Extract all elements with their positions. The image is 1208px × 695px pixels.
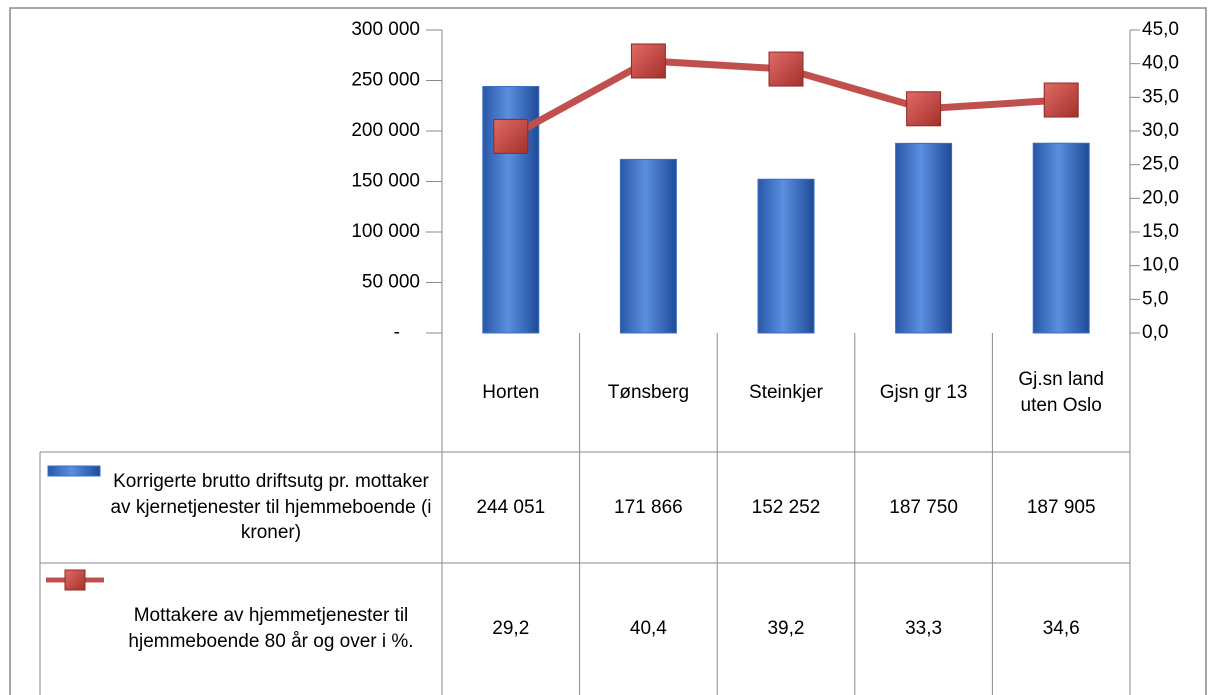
data-table-value: 33,3 (905, 618, 943, 640)
y2-tick-label: 15,0 (1142, 221, 1179, 242)
marker (906, 91, 942, 127)
marker (630, 43, 666, 79)
y2-tick-label: 0,0 (1142, 322, 1168, 343)
bar (1032, 142, 1090, 334)
legend-key (47, 465, 101, 477)
y2-tick-label: 35,0 (1142, 86, 1179, 107)
y2-tick-label: 25,0 (1142, 154, 1179, 175)
data-table-value: 34,6 (1042, 618, 1080, 640)
frame (9, 7, 1207, 695)
data-table-value: 29,2 (492, 618, 530, 640)
data-table-value: 187 750 (889, 496, 958, 518)
y-tick-label: 250 000 (351, 70, 420, 91)
legend-label: Mottakere av hjemmetjenester til hjemmeb… (128, 605, 414, 652)
x-tick-label: Steinkjer (749, 381, 823, 403)
legend-key (64, 569, 86, 591)
data-table-value: 187 905 (1026, 496, 1096, 518)
x-tick-label: Gj.sn land uten Oslo (1018, 368, 1104, 416)
y2-tick-label: 40,0 (1142, 53, 1179, 74)
marker (493, 118, 529, 154)
marker (768, 51, 804, 87)
y-tick-label: - (394, 322, 400, 343)
bar (895, 142, 953, 334)
x-tick-label: Tønsberg (607, 381, 690, 403)
data-table-value: 244 051 (476, 496, 546, 518)
y2-tick-label: 30,0 (1142, 120, 1179, 141)
y2-tick-label: 45,0 (1142, 19, 1179, 40)
marker (1043, 82, 1079, 118)
y2-tick-label: 5,0 (1142, 288, 1168, 309)
data-table-value: 152 252 (751, 496, 821, 518)
y2-tick-label: 20,0 (1142, 187, 1179, 208)
x-tick-label: Horten (482, 381, 540, 403)
y-tick-label: 100 000 (351, 221, 420, 242)
y-tick-label: 150 000 (351, 171, 420, 192)
y2-tick-label: 10,0 (1142, 255, 1179, 276)
bar (757, 178, 815, 334)
y-tick-label: 50 000 (362, 272, 420, 293)
legend-label: Korrigerte brutto driftsutg pr. mottaker… (110, 471, 432, 544)
data-table-value: 171 866 (614, 496, 683, 518)
x-tick-label: Gjsn gr 13 (879, 381, 968, 403)
bar (619, 158, 677, 334)
y-tick-label: 300 000 (351, 19, 420, 40)
data-table-value: 40,4 (629, 618, 667, 640)
y-tick-label: 200 000 (351, 120, 420, 141)
data-table-value: 39,2 (767, 618, 805, 640)
